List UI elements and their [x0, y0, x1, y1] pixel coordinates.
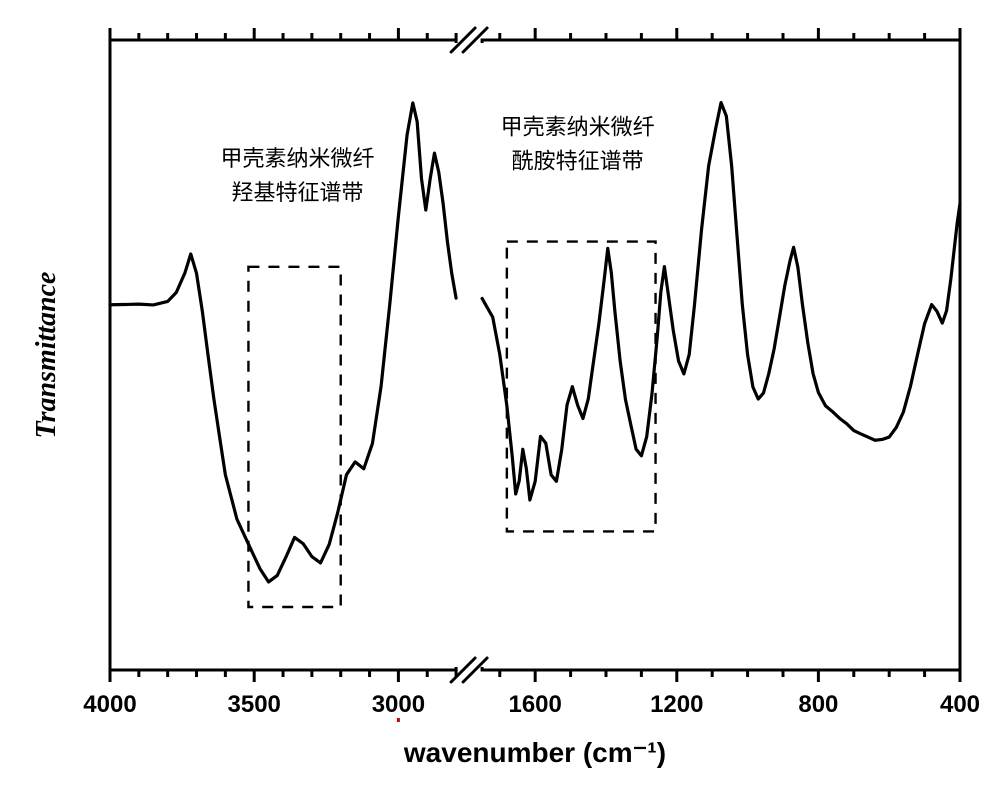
xtick-label: 4000 — [83, 691, 136, 718]
xtick-label: 1600 — [508, 691, 561, 718]
spectrum-trace-left — [110, 103, 456, 582]
x-axis-label: wavenumber (cm⁻¹) — [403, 737, 666, 768]
ftir-figure: 3000 3500 4000 400 800 1200 1600 wavenumber (cm… — [0, 0, 1000, 794]
plot-frame-left — [110, 40, 456, 670]
y-axis-label: Transmittance — [31, 272, 62, 439]
xtick-label: 3500 — [228, 691, 281, 718]
annotation-box-hydroxyl-band — [248, 267, 340, 607]
ftir-svg: 3000 3500 4000 400 800 1200 1600 wavenumber (cm… — [0, 0, 1000, 794]
annotation-text-amide-band-line0: 甲壳素纳米微纤 — [501, 115, 655, 140]
xtick-label: 3000 — [372, 691, 425, 718]
annotation-text-hydroxyl-band-line1: 羟基特征谱带 — [231, 180, 363, 205]
xtick-label: 1200 — [650, 691, 703, 718]
xtick-label: 800 — [798, 691, 838, 718]
xtick-label: 400 — [940, 691, 980, 718]
annotation-text-amide-band-line1: 酰胺特征谱带 — [512, 149, 644, 174]
annotation-text-hydroxyl-band-line0: 甲壳素纳米微纤 — [220, 146, 374, 171]
